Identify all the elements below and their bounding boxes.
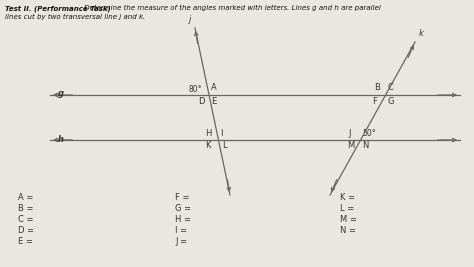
Text: g: g — [58, 89, 64, 99]
Text: N =: N = — [340, 226, 356, 235]
Text: F: F — [373, 96, 377, 105]
Text: C: C — [388, 84, 393, 92]
Text: 80°: 80° — [188, 84, 201, 93]
Text: E =: E = — [18, 237, 33, 246]
Text: I: I — [220, 128, 223, 138]
Text: L: L — [222, 142, 227, 151]
Text: M =: M = — [340, 215, 357, 224]
Text: L =: L = — [340, 204, 354, 213]
Text: K: K — [205, 142, 211, 151]
Text: F =: F = — [175, 193, 190, 202]
Text: B: B — [374, 84, 381, 92]
Text: j: j — [189, 15, 191, 24]
Text: E: E — [211, 96, 216, 105]
Text: D: D — [198, 96, 205, 105]
Text: h: h — [58, 135, 64, 143]
Text: A =: A = — [18, 193, 33, 202]
Text: C =: C = — [18, 215, 34, 224]
Text: M: M — [347, 142, 355, 151]
Text: I =: I = — [175, 226, 187, 235]
Text: G =: G = — [175, 204, 191, 213]
Text: D =: D = — [18, 226, 34, 235]
Text: G: G — [388, 96, 394, 105]
Text: k: k — [419, 29, 423, 38]
Text: H =: H = — [175, 215, 191, 224]
Text: J: J — [348, 128, 351, 138]
Text: Determine the measure of the angles marked with letters. Lines g and h are paral: Determine the measure of the angles mark… — [82, 5, 381, 11]
Text: N: N — [363, 142, 369, 151]
Text: Test II. (Performance Task): Test II. (Performance Task) — [5, 5, 111, 11]
Text: B =: B = — [18, 204, 34, 213]
Text: J =: J = — [175, 237, 187, 246]
Text: K =: K = — [340, 193, 355, 202]
Text: lines cut by two transversal line j and k.: lines cut by two transversal line j and … — [5, 14, 145, 20]
Text: A: A — [211, 84, 217, 92]
Text: H: H — [205, 128, 212, 138]
Text: 50°: 50° — [363, 128, 376, 138]
